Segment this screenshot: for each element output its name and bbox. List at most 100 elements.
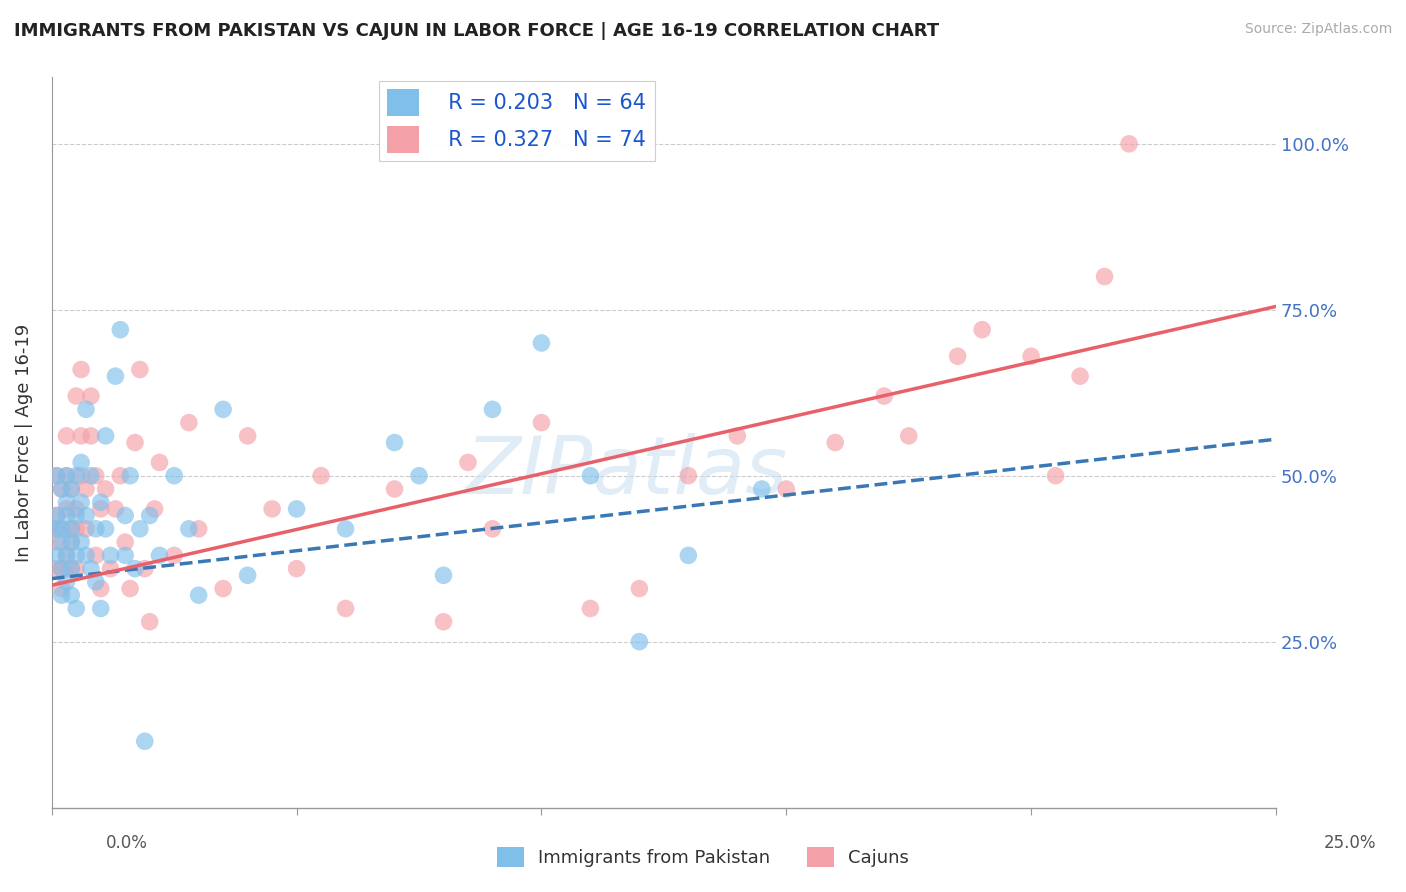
Point	[55, 495, 77, 509]
Point	[60, 561, 83, 575]
Point	[94, 429, 117, 443]
Point	[725, 429, 748, 443]
Point	[897, 429, 920, 443]
Point	[65, 601, 87, 615]
Point	[60, 482, 83, 496]
Point	[70, 429, 93, 443]
Point	[335, 601, 357, 615]
Point	[60, 522, 83, 536]
Point	[824, 435, 846, 450]
Point	[70, 468, 93, 483]
Point	[628, 634, 651, 648]
Point	[628, 582, 651, 596]
Point	[65, 522, 87, 536]
Point	[134, 734, 156, 748]
Point	[530, 416, 553, 430]
Point	[100, 561, 122, 575]
Point	[84, 522, 107, 536]
Point	[70, 455, 93, 469]
Point	[128, 362, 150, 376]
Point	[55, 502, 77, 516]
Point	[678, 549, 700, 563]
Point	[60, 588, 83, 602]
Point	[94, 522, 117, 536]
Point	[751, 482, 773, 496]
Point	[90, 502, 112, 516]
Point	[84, 468, 107, 483]
Point	[70, 362, 93, 376]
Point	[51, 482, 73, 496]
Point	[285, 502, 308, 516]
Point	[51, 535, 73, 549]
Point	[128, 522, 150, 536]
Point	[110, 468, 132, 483]
Point	[124, 435, 146, 450]
Point	[432, 568, 454, 582]
Point	[212, 582, 235, 596]
Point	[55, 549, 77, 563]
Point	[65, 561, 87, 575]
Point	[75, 549, 97, 563]
Point	[775, 482, 797, 496]
Point	[432, 615, 454, 629]
Point	[187, 522, 209, 536]
Point	[55, 561, 77, 575]
Point	[75, 522, 97, 536]
Point	[55, 468, 77, 483]
Point	[481, 522, 503, 536]
Point	[90, 582, 112, 596]
Point	[481, 402, 503, 417]
Point	[236, 568, 259, 582]
Point	[45, 468, 67, 483]
Point	[65, 389, 87, 403]
Point	[60, 535, 83, 549]
Point	[51, 588, 73, 602]
Point	[114, 535, 136, 549]
Point	[70, 495, 93, 509]
Point	[678, 468, 700, 483]
Point	[212, 402, 235, 417]
Point	[45, 508, 67, 523]
Point	[285, 561, 308, 575]
Text: 25.0%: 25.0%	[1323, 834, 1376, 852]
Point	[187, 588, 209, 602]
Point	[65, 468, 87, 483]
Point	[65, 502, 87, 516]
Point	[55, 574, 77, 589]
Point	[80, 389, 103, 403]
Point	[110, 323, 132, 337]
Point	[1069, 369, 1091, 384]
Point	[114, 508, 136, 523]
Point	[335, 522, 357, 536]
Point	[143, 502, 166, 516]
Point	[579, 468, 602, 483]
Point	[60, 482, 83, 496]
Text: IMMIGRANTS FROM PAKISTAN VS CAJUN IN LABOR FORCE | AGE 16-19 CORRELATION CHART: IMMIGRANTS FROM PAKISTAN VS CAJUN IN LAB…	[14, 22, 939, 40]
Point	[90, 601, 112, 615]
Point	[946, 349, 969, 363]
Point	[530, 335, 553, 350]
Point	[80, 429, 103, 443]
Point	[51, 522, 73, 536]
Point	[100, 549, 122, 563]
Point	[1045, 468, 1067, 483]
Point	[124, 561, 146, 575]
Point	[120, 582, 142, 596]
Point	[148, 549, 170, 563]
Point	[60, 561, 83, 575]
Text: Source: ZipAtlas.com: Source: ZipAtlas.com	[1244, 22, 1392, 37]
Point	[60, 535, 83, 549]
Point	[70, 535, 93, 549]
Point	[1019, 349, 1042, 363]
Point	[134, 561, 156, 575]
Point	[236, 429, 259, 443]
Point	[114, 549, 136, 563]
Point	[75, 402, 97, 417]
Point	[384, 482, 406, 496]
Point	[104, 502, 127, 516]
Point	[65, 549, 87, 563]
Point	[45, 468, 67, 483]
Point	[384, 435, 406, 450]
Point	[262, 502, 284, 516]
Point	[309, 468, 332, 483]
